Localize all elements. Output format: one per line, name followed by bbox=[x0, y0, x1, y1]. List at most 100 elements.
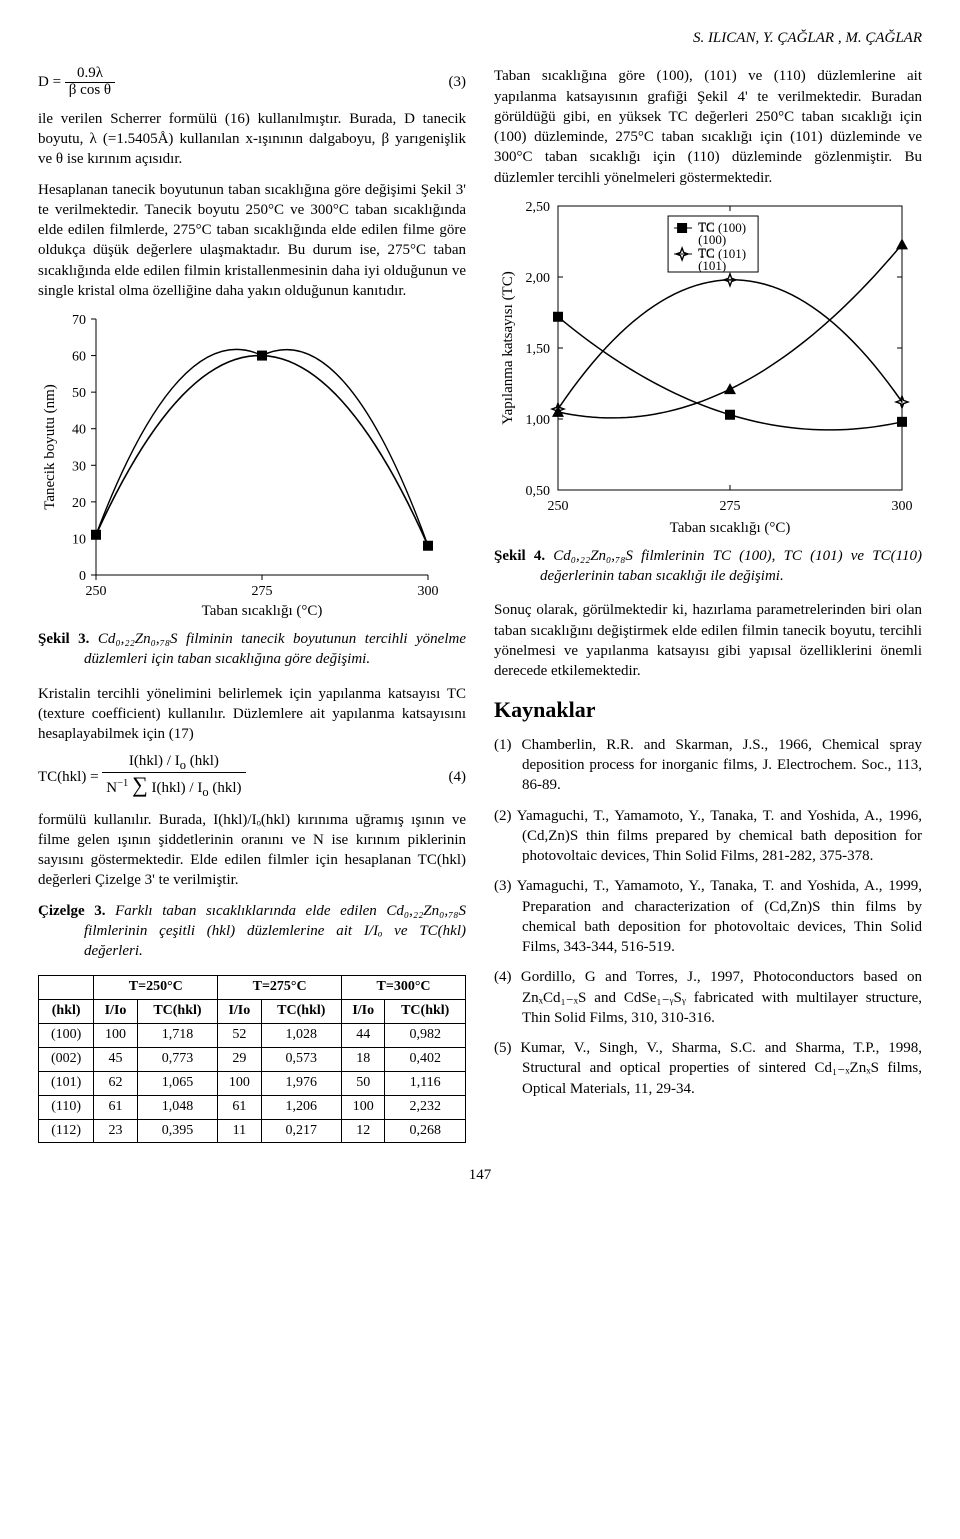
table-cell: 12 bbox=[342, 1119, 385, 1143]
table-header-cell: TC(hkl) bbox=[261, 1000, 342, 1024]
table-cell: 100 bbox=[218, 1071, 261, 1095]
fig4-label: Şekil 4. bbox=[494, 548, 545, 564]
table-cell: (110) bbox=[39, 1095, 94, 1119]
page-header-author: S. ILICAN, Y. ÇAĞLAR , M. ÇAĞLAR bbox=[38, 28, 922, 48]
equation-4: TC(hkl) = I(hkl) / Io (hkl) N−1 ∑ I(hkl)… bbox=[38, 754, 466, 799]
svg-text:Tanecik boyutu (nm): Tanecik boyutu (nm) bbox=[42, 384, 58, 510]
svg-text:2,50: 2,50 bbox=[526, 200, 551, 215]
fig4-body: Cd₀,₂₂Zn₀,₇₈S filmlerinin TC (100), TC (… bbox=[540, 548, 922, 584]
table-header-cell: T=250°C bbox=[94, 976, 218, 1000]
svg-text:(101): (101) bbox=[698, 258, 726, 273]
table-cell: 61 bbox=[94, 1095, 137, 1119]
table-header-cell: (hkl) bbox=[39, 1000, 94, 1024]
svg-text:0: 0 bbox=[79, 569, 86, 584]
svg-text:50: 50 bbox=[72, 386, 86, 401]
table-cell: 23 bbox=[94, 1119, 137, 1143]
tab3-body: Farklı taban sıcaklıklarında elde edilen… bbox=[84, 903, 466, 960]
table-cell: 1,976 bbox=[261, 1071, 342, 1095]
svg-text:30: 30 bbox=[72, 459, 86, 474]
fig3-body: Cd₀,₂₂Zn₀,₇₈S filminin tanecik boyutunun… bbox=[84, 631, 466, 667]
svg-text:300: 300 bbox=[892, 499, 913, 514]
table-cell: 0,982 bbox=[385, 1024, 466, 1048]
table-cell: 0,773 bbox=[137, 1047, 218, 1071]
table-cell: (112) bbox=[39, 1119, 94, 1143]
paragraph-1: ile verilen Scherrer formülü (16) kullan… bbox=[38, 109, 466, 170]
figure-3-chart: 0 10 20 30 40 50 60 70 250 275 300 Taban sıcaklığı … bbox=[38, 311, 466, 621]
svg-text:Taban sıcaklığı (°C): Taban sıcaklığı (°C) bbox=[202, 603, 323, 619]
table-header-cell: TC(hkl) bbox=[385, 1000, 466, 1024]
svg-text:Yapılanma katsayısı (TC): Yapılanma katsayısı (TC) bbox=[500, 271, 516, 424]
table-row: (110)611,048611,2061002,232 bbox=[39, 1095, 466, 1119]
references-list: (1) Chamberlin, R.R. and Skarman, J.S., … bbox=[494, 735, 922, 1099]
svg-text:40: 40 bbox=[72, 423, 86, 438]
page-number: 147 bbox=[38, 1165, 922, 1185]
table-cell: 45 bbox=[94, 1047, 137, 1071]
reference-item: (2) Yamaguchi, T., Yamamoto, Y., Tanaka,… bbox=[494, 806, 922, 867]
table-header-cell bbox=[39, 976, 94, 1000]
svg-text:250: 250 bbox=[86, 584, 107, 599]
svg-text:70: 70 bbox=[72, 313, 86, 328]
reference-item: (4) Gordillo, G and Torres, J., 1997, Ph… bbox=[494, 967, 922, 1028]
svg-text:Taban sıcaklığı (°C): Taban sıcaklığı (°C) bbox=[670, 520, 791, 536]
fig3-label: Şekil 3. bbox=[38, 631, 89, 647]
paragraph-6: Sonuç olarak, görülmektedir ki, hazırlam… bbox=[494, 600, 922, 681]
table-cell: 18 bbox=[342, 1047, 385, 1071]
table-cell: 62 bbox=[94, 1071, 137, 1095]
table-cell: 0,217 bbox=[261, 1119, 342, 1143]
figure-3-caption: Şekil 3. Cd₀,₂₂Zn₀,₇₈S filminin tanecik … bbox=[38, 629, 466, 670]
table-cell: 44 bbox=[342, 1024, 385, 1048]
table-row: (002)450,773290,573180,402 bbox=[39, 1047, 466, 1071]
table-cell: 1,718 bbox=[137, 1024, 218, 1048]
paragraph-3: Kristalin tercihli yönelimini belirlemek… bbox=[38, 684, 466, 745]
table-3-wrap: T=250°CT=275°CT=300°C(hkl)I/IoTC(hkl)I/I… bbox=[38, 975, 466, 1143]
svg-text:60: 60 bbox=[72, 350, 86, 365]
table-cell: 0,268 bbox=[385, 1119, 466, 1143]
table-cell: 1,065 bbox=[137, 1071, 218, 1095]
table-header-cell: I/Io bbox=[94, 1000, 137, 1024]
table-3: T=250°CT=275°CT=300°C(hkl)I/IoTC(hkl)I/I… bbox=[38, 975, 466, 1143]
figure-4-chart: 0,501,001,502,002,50250275300Taban sıcak… bbox=[494, 198, 922, 538]
table-cell: 1,048 bbox=[137, 1095, 218, 1119]
table-header-cell: TC(hkl) bbox=[137, 1000, 218, 1024]
svg-text:275: 275 bbox=[720, 499, 741, 514]
reference-item: (5) Kumar, V., Singh, V., Sharma, S.C. a… bbox=[494, 1038, 922, 1099]
table-row: (101)621,0651001,976501,116 bbox=[39, 1071, 466, 1095]
table-cell: (100) bbox=[39, 1024, 94, 1048]
tab3-label: Çizelge 3. bbox=[38, 903, 106, 919]
table-cell: 100 bbox=[94, 1024, 137, 1048]
table-row: (100)1001,718521,028440,982 bbox=[39, 1024, 466, 1048]
table-cell: 61 bbox=[218, 1095, 261, 1119]
table-cell: 0,402 bbox=[385, 1047, 466, 1071]
table-cell: 0,395 bbox=[137, 1119, 218, 1143]
table-cell: 1,028 bbox=[261, 1024, 342, 1048]
paragraph-5: Taban sıcaklığına göre (100), (101) ve (… bbox=[494, 66, 922, 188]
table-cell: 0,573 bbox=[261, 1047, 342, 1071]
table-header-cell: T=275°C bbox=[218, 976, 342, 1000]
reference-item: (3) Yamaguchi, T., Yamamoto, Y., Tanaka,… bbox=[494, 876, 922, 957]
svg-text:2,00: 2,00 bbox=[526, 271, 551, 286]
table-cell: (002) bbox=[39, 1047, 94, 1071]
svg-text:1,00: 1,00 bbox=[526, 413, 551, 428]
table-cell: 1,206 bbox=[261, 1095, 342, 1119]
table-header-cell: T=300°C bbox=[342, 976, 466, 1000]
paragraph-2: Hesaplanan tanecik boyutunun taban sıcak… bbox=[38, 180, 466, 302]
table-cell: 100 bbox=[342, 1095, 385, 1119]
table-cell: 52 bbox=[218, 1024, 261, 1048]
table-cell: 2,232 bbox=[385, 1095, 466, 1119]
table-cell: 29 bbox=[218, 1047, 261, 1071]
svg-text:250: 250 bbox=[548, 499, 569, 514]
reference-item: (1) Chamberlin, R.R. and Skarman, J.S., … bbox=[494, 735, 922, 796]
table-header-cell: I/Io bbox=[342, 1000, 385, 1024]
svg-text:275: 275 bbox=[252, 584, 273, 599]
svg-text:20: 20 bbox=[72, 496, 86, 511]
table-row: (112)230,395110,217120,268 bbox=[39, 1119, 466, 1143]
table-header-cell: I/Io bbox=[218, 1000, 261, 1024]
svg-text:10: 10 bbox=[72, 532, 86, 547]
equation-3: D = 0.9λβ cos θ (3) bbox=[38, 66, 466, 99]
table-cell: 11 bbox=[218, 1119, 261, 1143]
svg-text:300: 300 bbox=[418, 584, 439, 599]
references-heading: Kaynaklar bbox=[494, 695, 922, 725]
table-cell: (101) bbox=[39, 1071, 94, 1095]
svg-text:1,50: 1,50 bbox=[526, 342, 551, 357]
eq3-number: (3) bbox=[449, 72, 467, 92]
